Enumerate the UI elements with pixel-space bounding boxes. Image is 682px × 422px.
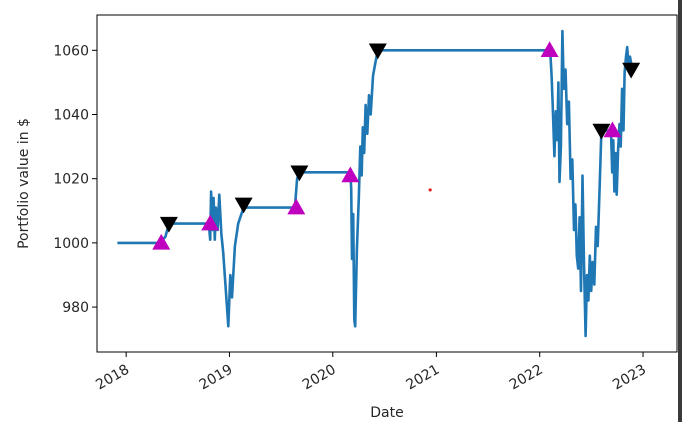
buy-marker [287,198,306,215]
sell-marker [622,62,641,79]
plot-area [96,14,678,353]
portfolio-line [117,29,633,338]
sell-marker [159,216,178,233]
sell-marker [290,165,309,182]
sell-marker [234,197,253,214]
y-tick-label: 1000 [53,236,89,252]
x-axis-label: Date [370,405,403,421]
y-tick-label: 1040 [53,107,89,123]
x-tick-label: 2022 [507,362,546,394]
x-tick-label: 2020 [300,362,339,394]
buy-marker [603,121,622,138]
y-tick-label: 980 [62,300,89,316]
plot-frame [96,14,678,353]
y-axis-ticks: 980 1000 1020 1040 1060 [53,43,97,316]
x-tick-label: 2018 [93,362,132,394]
buy-marker [152,233,171,250]
sell-marker [592,123,611,140]
y-tick-label: 1060 [53,43,89,59]
buy-marker [341,166,360,183]
y-axis-label: Portfolio value in $ [16,118,32,249]
stray-point [428,188,432,192]
sell-marker [368,43,387,60]
x-tick-label: 2021 [404,362,443,394]
x-tick-label: 2023 [610,362,649,394]
buy-marker [201,214,220,231]
y-tick-label: 1020 [53,172,89,188]
x-tick-label: 2019 [197,362,236,394]
buy-marker [540,41,559,58]
x-axis-ticks: 2018 2019 2020 2021 2022 2023 [93,352,649,393]
